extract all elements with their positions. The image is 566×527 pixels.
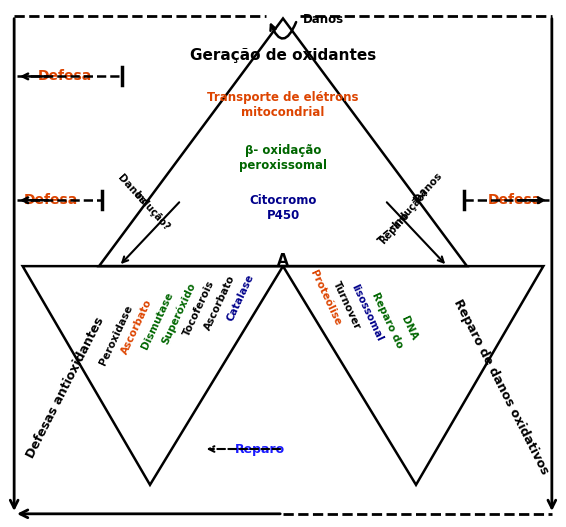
Text: Tocoferois: Tocoferois [182, 279, 217, 338]
Text: Reparo: Reparo [235, 443, 285, 455]
Text: Peroxidase: Peroxidase [98, 303, 134, 366]
Text: Geração de oxidantes: Geração de oxidantes [190, 48, 376, 63]
Text: Reparo do: Reparo do [370, 290, 405, 349]
Text: Indução?: Indução? [390, 187, 431, 230]
Text: Defesa: Defesa [488, 193, 542, 207]
Text: Indução?: Indução? [131, 189, 171, 232]
Text: Danos: Danos [413, 170, 444, 204]
Text: β- oxidação
peroxissomal: β- oxidação peroxissomal [239, 144, 327, 172]
Text: Catalase: Catalase [225, 272, 256, 323]
Text: Reparo: Reparo [378, 210, 411, 246]
Text: Citocromo
P450: Citocromo P450 [249, 194, 317, 222]
Text: Dismutase: Dismutase [140, 290, 175, 350]
Text: Defesa: Defesa [38, 70, 92, 83]
Text: Ascorbato: Ascorbato [203, 274, 237, 332]
Text: A: A [277, 253, 289, 268]
Text: Defesas antioxidantes: Defesas antioxidantes [24, 315, 106, 460]
Text: Danos: Danos [116, 173, 148, 207]
Text: lisossomal: lisossomal [349, 282, 384, 343]
Text: Reparo de danos oxidativos: Reparo de danos oxidativos [451, 298, 551, 477]
Text: Superóxido: Superóxido [160, 281, 197, 346]
Text: DNA: DNA [399, 314, 418, 341]
Text: Transporte de elétrons
mitocondrial: Transporte de elétrons mitocondrial [207, 91, 359, 120]
Text: Turnover: Turnover [331, 280, 362, 331]
Text: Danos: Danos [303, 13, 344, 26]
Text: Ascorbato: Ascorbato [120, 298, 154, 356]
Text: Proteólise: Proteólise [308, 269, 342, 327]
Text: Defesa: Defesa [24, 193, 78, 207]
